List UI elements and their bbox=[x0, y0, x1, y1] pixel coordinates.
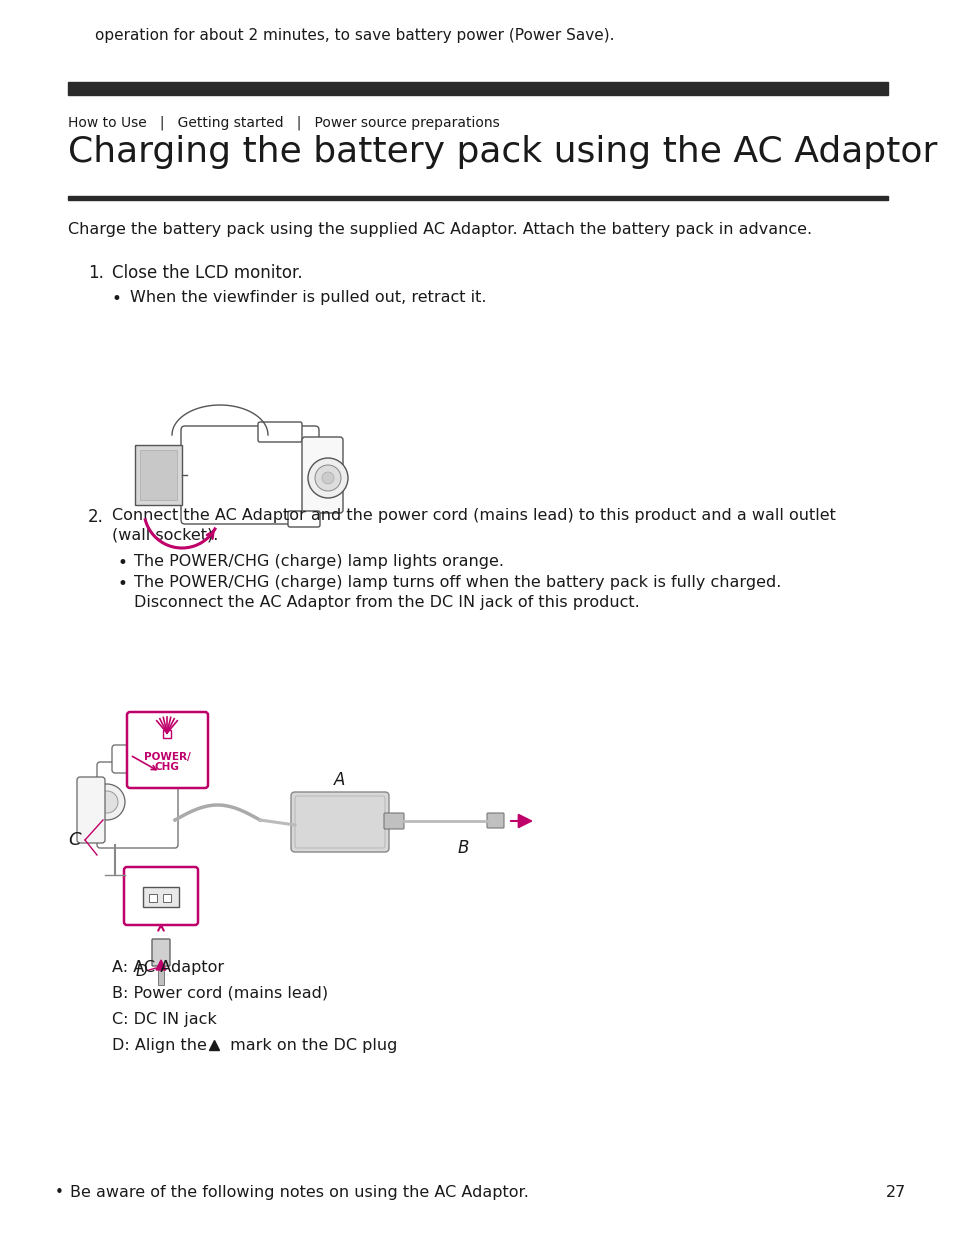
Text: 27: 27 bbox=[885, 1186, 905, 1200]
FancyBboxPatch shape bbox=[288, 511, 319, 527]
Circle shape bbox=[308, 458, 348, 498]
Text: POWER/: POWER/ bbox=[144, 752, 191, 762]
Text: CHG: CHG bbox=[154, 762, 179, 772]
Text: Be aware of the following notes on using the AC Adaptor.: Be aware of the following notes on using… bbox=[70, 1186, 528, 1200]
FancyBboxPatch shape bbox=[486, 813, 503, 827]
FancyBboxPatch shape bbox=[127, 713, 208, 788]
Circle shape bbox=[96, 790, 118, 813]
Circle shape bbox=[89, 784, 125, 820]
Text: Connect the AC Adaptor and the power cord (mains lead) to this product and a wal: Connect the AC Adaptor and the power cor… bbox=[112, 508, 835, 522]
Circle shape bbox=[314, 466, 340, 492]
Text: The POWER/CHG (charge) lamp turns off when the battery pack is fully charged.: The POWER/CHG (charge) lamp turns off wh… bbox=[133, 576, 781, 590]
Text: B: B bbox=[456, 839, 468, 857]
Text: C: C bbox=[69, 831, 81, 848]
FancyBboxPatch shape bbox=[291, 792, 389, 852]
Text: operation for about 2 minutes, to save battery power (Power Save).: operation for about 2 minutes, to save b… bbox=[95, 28, 614, 43]
Polygon shape bbox=[156, 960, 166, 969]
Text: A: A bbox=[334, 771, 345, 789]
Bar bbox=[143, 887, 179, 906]
Text: B: Power cord (mains lead): B: Power cord (mains lead) bbox=[112, 986, 328, 1002]
Text: Charging the battery pack using the AC Adaptor: Charging the battery pack using the AC A… bbox=[68, 135, 937, 169]
FancyBboxPatch shape bbox=[124, 867, 198, 925]
Text: D: Align the: D: Align the bbox=[112, 1037, 212, 1053]
Text: How to Use   |   Getting started   |   Power source preparations: How to Use | Getting started | Power sou… bbox=[68, 116, 499, 131]
Text: Close the LCD monitor.: Close the LCD monitor. bbox=[112, 264, 302, 282]
Text: 1.: 1. bbox=[88, 264, 104, 282]
Bar bbox=[163, 730, 171, 739]
Bar bbox=[149, 894, 157, 902]
FancyBboxPatch shape bbox=[112, 745, 172, 773]
Text: •: • bbox=[112, 290, 122, 308]
Text: Charge the battery pack using the supplied AC Adaptor. Attach the battery pack i: Charge the battery pack using the suppli… bbox=[68, 222, 811, 237]
FancyBboxPatch shape bbox=[97, 762, 178, 848]
Text: Disconnect the AC Adaptor from the DC IN jack of this product.: Disconnect the AC Adaptor from the DC IN… bbox=[133, 595, 639, 610]
FancyBboxPatch shape bbox=[77, 777, 105, 844]
Circle shape bbox=[322, 472, 334, 484]
Text: D: D bbox=[135, 965, 147, 979]
Text: A: AC Adaptor: A: AC Adaptor bbox=[112, 960, 224, 974]
FancyBboxPatch shape bbox=[384, 813, 403, 829]
Text: •: • bbox=[118, 555, 128, 572]
Polygon shape bbox=[135, 445, 182, 505]
FancyBboxPatch shape bbox=[302, 437, 343, 513]
Text: The POWER/CHG (charge) lamp lights orange.: The POWER/CHG (charge) lamp lights orang… bbox=[133, 555, 503, 569]
Text: When the viewfinder is pulled out, retract it.: When the viewfinder is pulled out, retra… bbox=[130, 290, 486, 305]
Text: 2.: 2. bbox=[88, 508, 104, 526]
Bar bbox=[68, 82, 887, 95]
Text: •: • bbox=[55, 1186, 64, 1200]
Text: mark on the DC plug: mark on the DC plug bbox=[225, 1037, 397, 1053]
FancyBboxPatch shape bbox=[152, 939, 170, 966]
Bar bbox=[158, 965, 164, 986]
Bar bbox=[163, 894, 171, 902]
Text: C: DC IN jack: C: DC IN jack bbox=[112, 1011, 216, 1028]
Text: •: • bbox=[118, 576, 128, 593]
Text: (wall socket).: (wall socket). bbox=[112, 529, 218, 543]
Bar bbox=[68, 196, 887, 200]
Polygon shape bbox=[140, 450, 177, 500]
FancyBboxPatch shape bbox=[257, 422, 302, 442]
FancyBboxPatch shape bbox=[181, 426, 318, 524]
